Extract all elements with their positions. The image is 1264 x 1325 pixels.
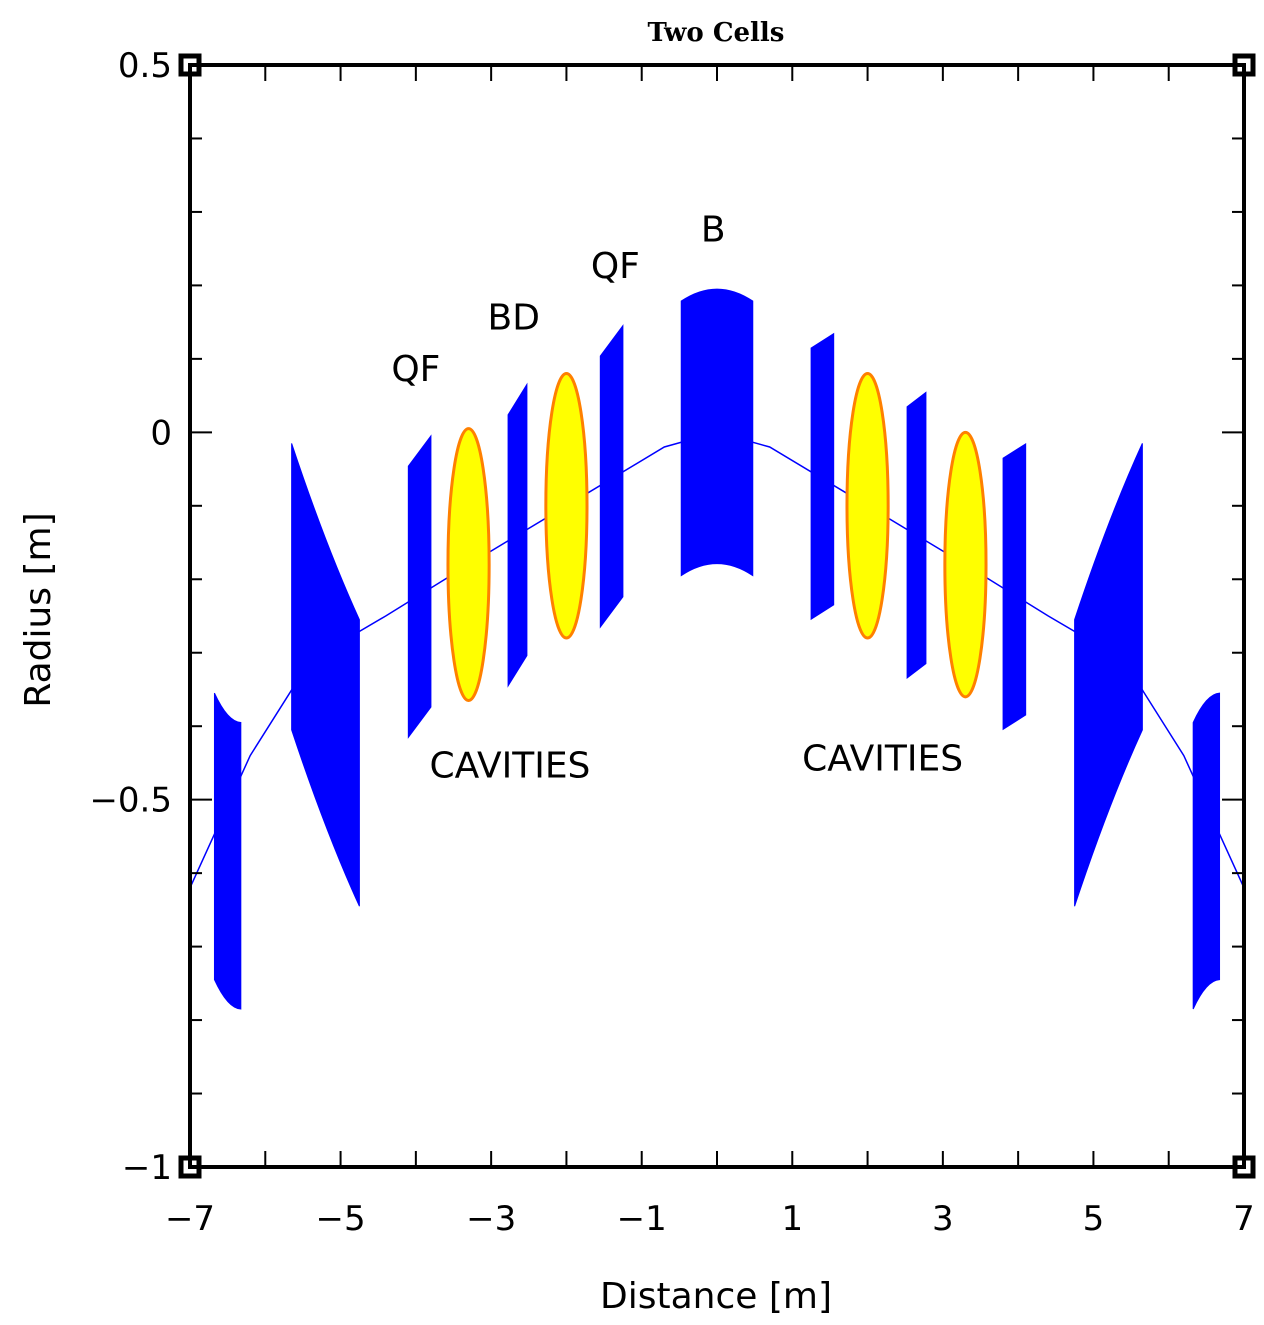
y-tick-label: −0.5 [89,781,172,821]
y-tick-label: 0 [150,413,172,453]
annotation-label: B [701,209,726,250]
magnet-bend-0 [213,692,242,1010]
magnet-quad-2 [407,434,432,739]
cavity-3 [446,427,491,702]
annotation-label: BD [488,297,540,338]
corner-marker [1232,1155,1256,1179]
magnet-quad-12 [1002,442,1027,731]
x-tick-label: 5 [1083,1199,1105,1239]
x-tick-label: −1 [617,1199,667,1239]
x-tick-labels: −7 −5 −3 −1 1 3 5 7 [165,1199,1255,1239]
x-tick-label: −3 [466,1199,516,1239]
magnet-bend-13 [1074,443,1143,907]
x-axis-title: Distance [m] [600,1276,832,1317]
cavity-11 [943,430,988,699]
magnet-quad-10 [906,391,927,679]
magnet-bend-14 [1192,692,1221,1010]
cavity-9 [845,372,890,640]
annotations: QF BD QF B CAVITIES CAVITIES [391,209,963,786]
x-tick-label: −5 [316,1199,366,1239]
x-tick-label: 7 [1233,1199,1255,1239]
annotation-label: QF [591,246,640,287]
chart-title: Two Cells [648,18,785,48]
magnet-center-bend-7 [680,288,754,577]
magnet-quad-8 [810,332,835,621]
y-tick-label: −1 [122,1148,172,1188]
x-tick-label: −7 [165,1199,215,1239]
annotation-label: QF [391,349,440,390]
corner-marker [1232,53,1256,77]
annotation-label: CAVITIES [802,738,963,779]
x-tick-label: 3 [932,1199,954,1239]
x-tick-label: 1 [781,1199,803,1239]
y-axis-title: Radius [m] [18,512,59,707]
y-tick-labels: 0.5 0 −0.5 −1 [89,46,172,1188]
corner-marker [178,1155,202,1179]
plot-content [189,288,1245,1010]
cavity-5 [544,372,589,640]
magnet-quad-4 [507,382,528,688]
magnet-bend-1 [291,443,360,907]
annotation-label: CAVITIES [430,746,591,787]
magnet-quad-6 [599,324,624,629]
corner-marker [178,53,202,77]
y-tick-label: 0.5 [118,46,172,86]
axis-ticks [178,53,1256,1179]
